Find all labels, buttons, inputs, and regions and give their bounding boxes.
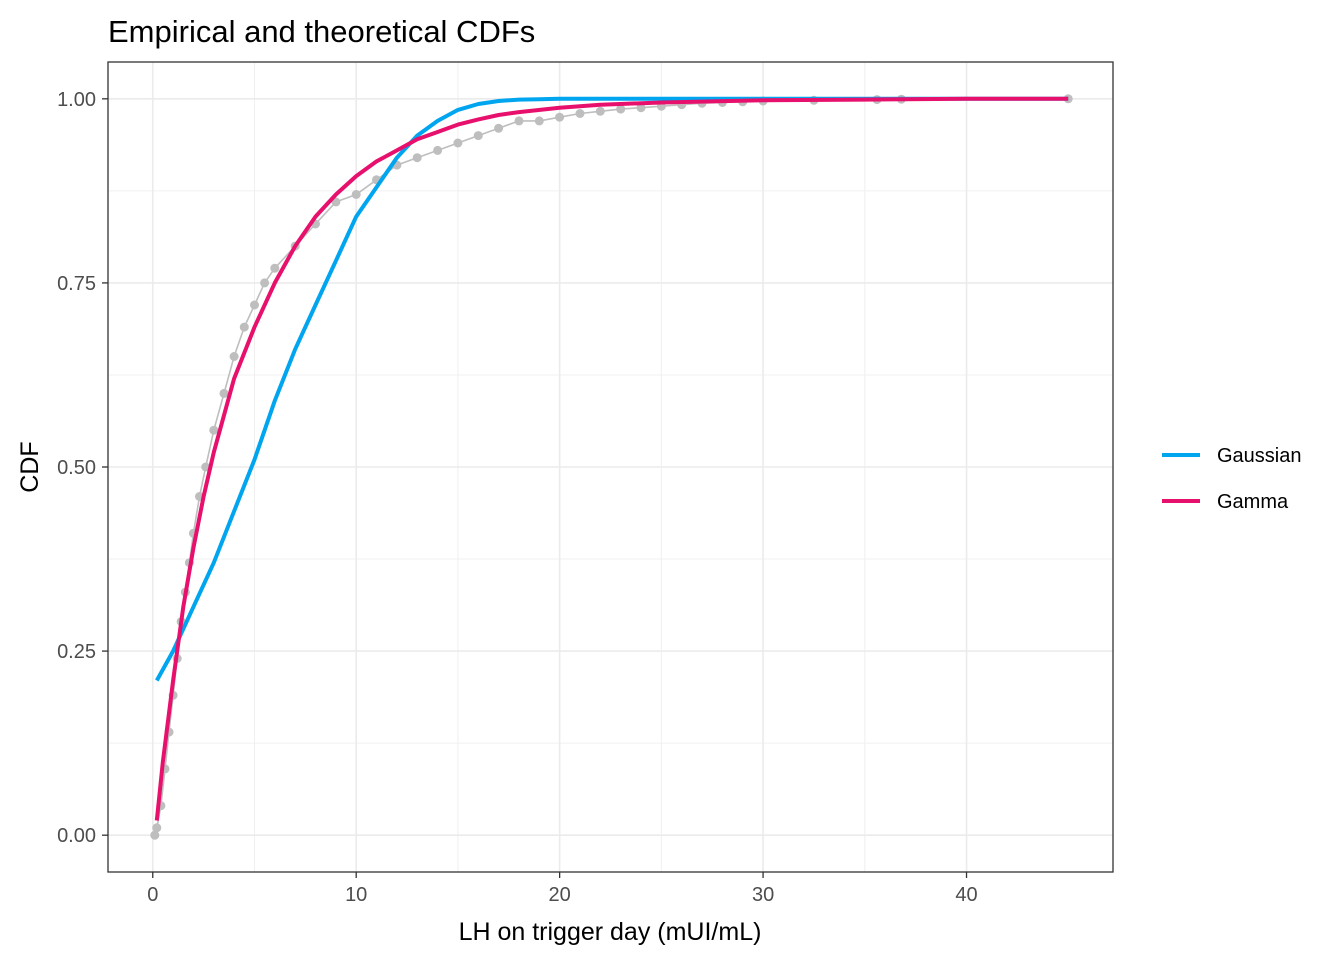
x-tick-label: 0 (147, 884, 158, 906)
empirical-point (152, 823, 162, 833)
empirical-point (636, 103, 646, 113)
x-axis-title: LH on trigger day (mUI/mL) (459, 918, 762, 946)
y-axis: 0.00 0.25 0.50 0.75 1.00 (57, 89, 108, 847)
empirical-point (494, 123, 504, 133)
gaussian-cdf-line (155, 96, 1069, 682)
empirical-point (473, 131, 483, 141)
x-tick-label: 20 (549, 884, 571, 906)
chart-title: Empirical and theoretical CDFs (108, 14, 535, 49)
y-tick-label: 0.75 (57, 273, 96, 295)
x-tick-label: 30 (752, 884, 774, 906)
y-tick-label: 1.00 (57, 89, 96, 111)
gamma-cdf-line (154, 96, 1069, 821)
minor-grid (108, 62, 1113, 872)
empirical-point (270, 263, 280, 273)
empirical-point (534, 116, 544, 126)
y-tick-label: 0.25 (57, 641, 96, 663)
empirical-point (150, 830, 160, 840)
empirical-point (219, 388, 229, 398)
empirical-point (412, 153, 422, 163)
theoretical-series (154, 96, 1069, 821)
empirical-point (260, 278, 270, 288)
empirical-point (351, 190, 361, 199)
gamma-legend-label: Gamma (1217, 491, 1289, 513)
empirical-point (250, 300, 259, 310)
y-axis-title: CDF (16, 441, 44, 492)
y-tick-label: 0.50 (57, 457, 96, 479)
gaussian-legend-label: Gaussian (1217, 445, 1302, 467)
x-tick-label: 10 (345, 884, 367, 906)
empirical-point (229, 352, 239, 361)
empirical-point (453, 138, 463, 148)
x-axis: 0 10 20 30 40 (147, 872, 978, 906)
empirical-point (239, 322, 249, 332)
legend: Gaussian Gamma (1162, 445, 1302, 513)
empirical-point (616, 104, 626, 114)
empirical-point (575, 109, 585, 118)
empirical-point (514, 116, 524, 126)
y-tick-label: 0.00 (57, 825, 96, 847)
x-tick-label: 40 (955, 884, 977, 906)
empirical-point (595, 106, 605, 116)
empirical-point (555, 112, 565, 122)
empirical-point (433, 145, 443, 155)
empirical-point (209, 425, 219, 435)
